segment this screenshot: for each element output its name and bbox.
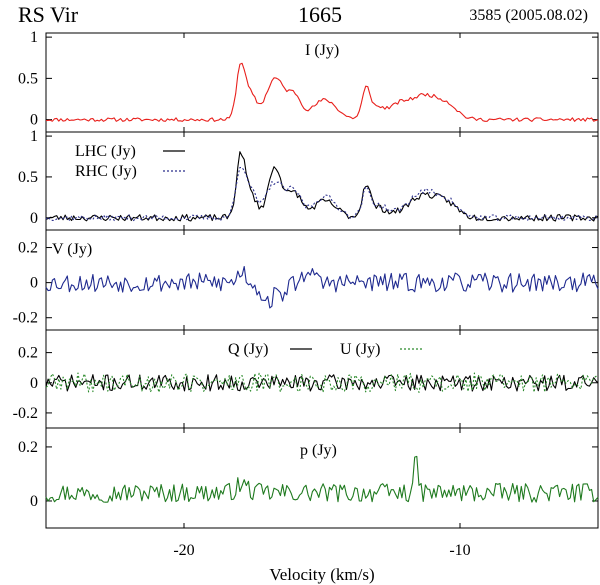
y-tick-label: 0.5 — [18, 70, 38, 87]
y-tick-label: 1 — [30, 29, 38, 46]
legend-label-U: U (Jy) — [340, 341, 380, 358]
panel-frame-p — [45, 427, 599, 529]
x-tick-label: -20 — [173, 542, 194, 559]
y-tick-label: 0.2 — [18, 439, 38, 456]
legend-label-p: p (Jy) — [300, 442, 337, 459]
series-line-p — [45, 455, 599, 503]
legend-label-LHC: LHC (Jy) — [75, 143, 136, 160]
legend-label-I: I (Jy) — [305, 42, 339, 59]
series-line-RHC — [45, 166, 599, 222]
star-name: RS Vir — [18, 2, 79, 27]
y-tick-label: 0 — [30, 375, 38, 392]
y-tick-label: 0 — [30, 275, 38, 292]
y-tick-label: -0.2 — [13, 310, 38, 327]
x-axis-label: Velocity (km/s) — [269, 565, 374, 584]
y-tick-label: 0.2 — [18, 345, 38, 362]
y-tick-label: 0 — [30, 112, 38, 129]
series-line-U — [45, 372, 599, 393]
y-tick-label: 0.2 — [18, 240, 38, 257]
frequency-label: 1665 — [298, 2, 342, 27]
legend-label-V: V (Jy) — [52, 241, 92, 258]
y-tick-label: 0 — [30, 493, 38, 510]
epoch-label: 3585 (2005.08.02) — [469, 7, 588, 24]
y-tick-label: 0 — [30, 210, 38, 227]
x-axis: -20 -10 Velocity (km/s) — [173, 542, 470, 584]
y-tick-label: 1 — [30, 128, 38, 145]
series-line-V — [45, 265, 599, 309]
x-tick-label: -10 — [449, 542, 470, 559]
legend-label-Q: Q (Jy) — [228, 341, 268, 358]
series-line-LHC — [45, 151, 599, 222]
y-tick-label: 0.5 — [18, 169, 38, 186]
y-tick-label: -0.2 — [13, 405, 38, 422]
series-line-I — [45, 62, 599, 122]
legend-label-RHC: RHC (Jy) — [75, 163, 137, 180]
